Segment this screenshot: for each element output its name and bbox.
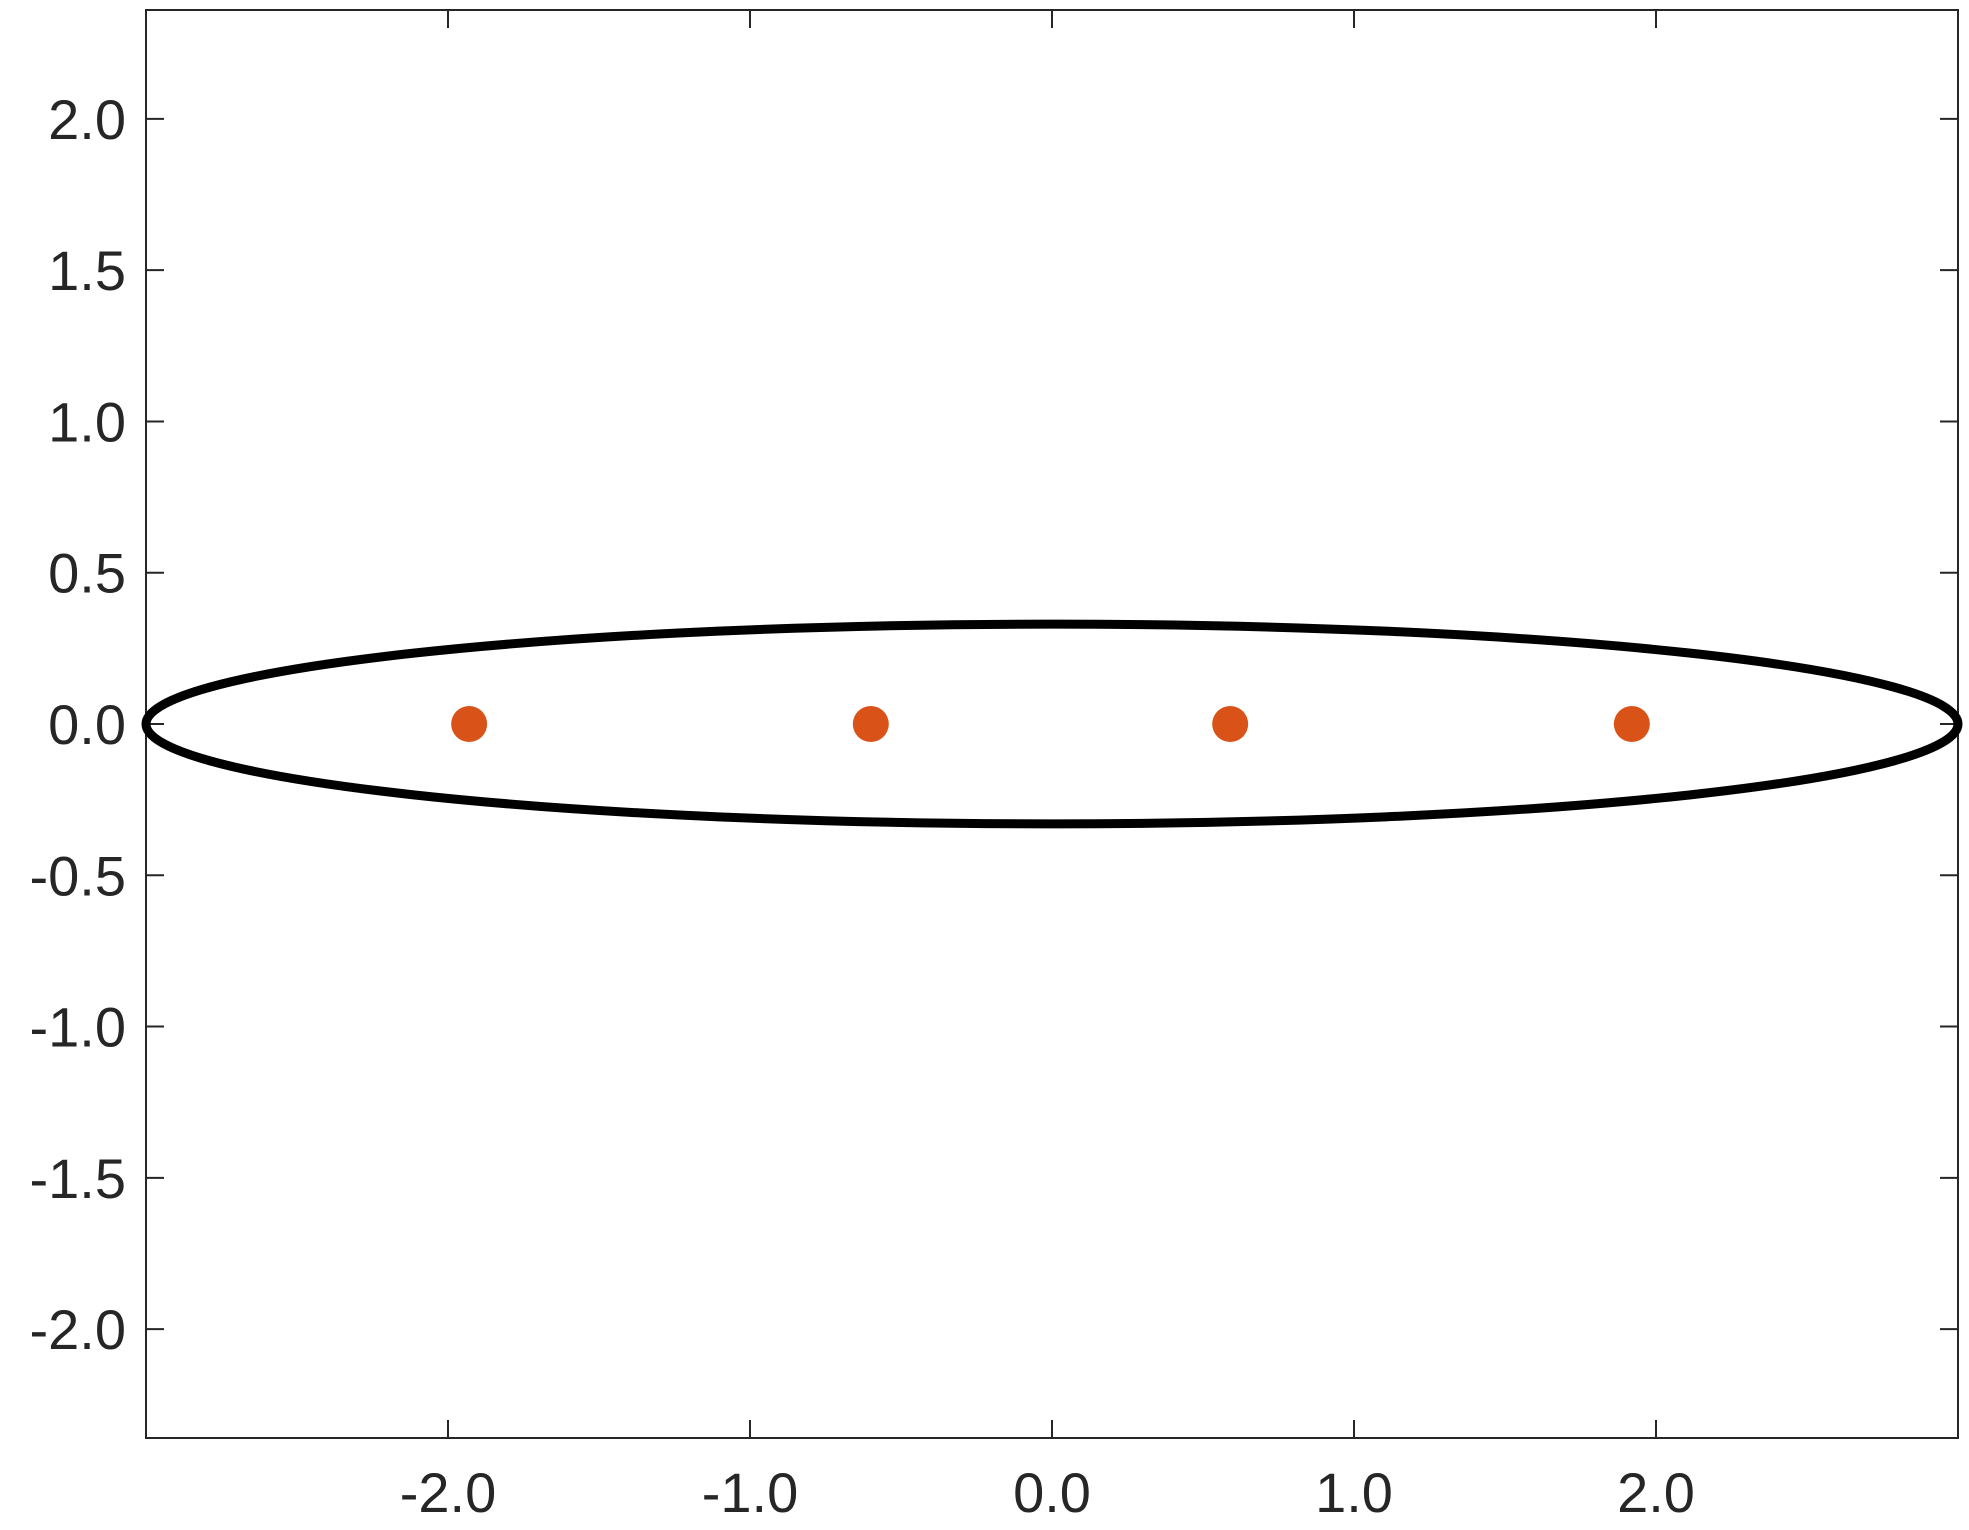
y-tick-label: 2.0 [48, 88, 126, 151]
axis-ticks [146, 10, 1958, 1438]
scatter-point [1613, 706, 1650, 742]
x-tick-label: 2.0 [1617, 1461, 1695, 1524]
y-tick-label: 0.0 [48, 693, 126, 756]
scatter-point [451, 706, 488, 742]
y-tick-label: 0.5 [48, 542, 126, 605]
y-tick-label: 1.0 [48, 390, 126, 453]
data-points [451, 706, 1650, 742]
x-tick-label: 1.0 [1315, 1461, 1393, 1524]
scatter-point [1212, 706, 1249, 742]
x-tick-label: -1.0 [702, 1461, 799, 1524]
scatter-point [852, 706, 889, 742]
boundary-ellipse [141, 619, 1963, 829]
ellipse-layer [141, 619, 1963, 829]
x-tick-labels: -2.0 -1.0 0.0 1.0 2.0 [400, 1461, 1695, 1524]
plot-area [145, 9, 1959, 1439]
x-tick-label: 0.0 [1013, 1461, 1091, 1524]
y-tick-label: 1.5 [48, 239, 126, 302]
y-tick-labels: 2.0 1.5 1.0 0.5 0.0 -0.5 -1.0 -1.5 -2.0 [30, 88, 127, 1361]
y-tick-label: -2.0 [30, 1298, 127, 1361]
y-tick-label: -0.5 [30, 844, 127, 907]
y-tick-label: -1.5 [30, 1147, 127, 1210]
x-tick-label: -2.0 [400, 1461, 497, 1524]
y-tick-label: -1.0 [30, 996, 127, 1059]
